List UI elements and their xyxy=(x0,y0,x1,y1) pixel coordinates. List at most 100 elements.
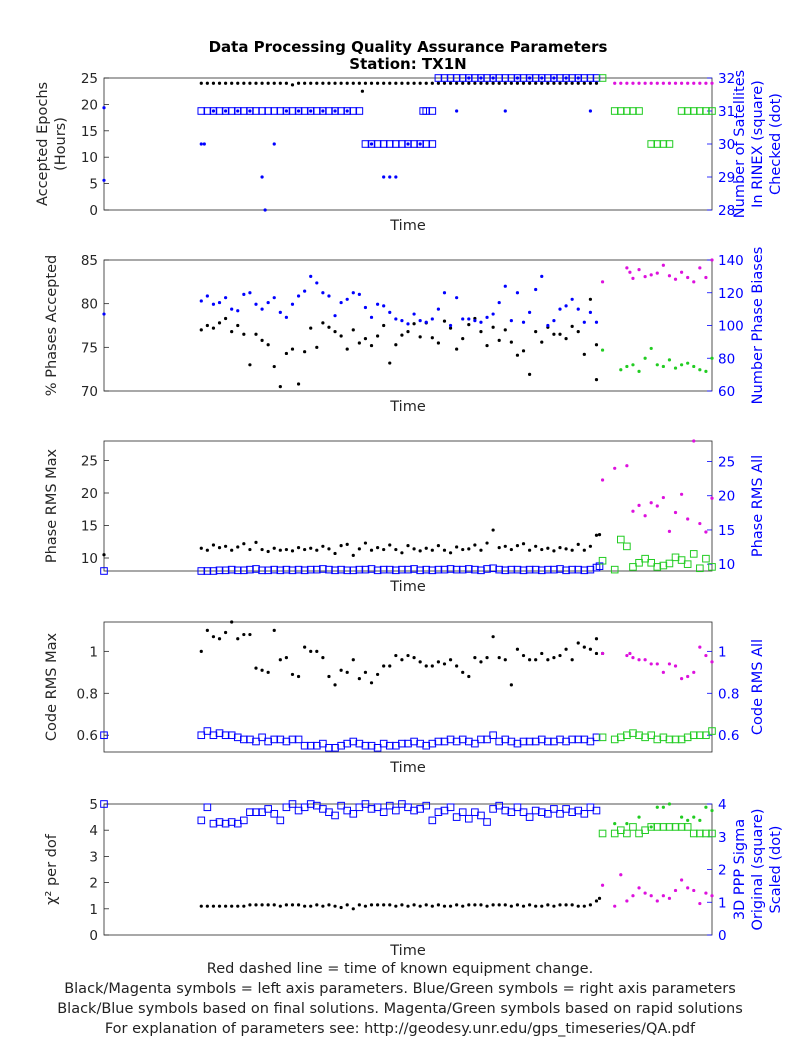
data-point-blue-square xyxy=(452,565,461,574)
data-point-magenta xyxy=(643,891,647,895)
data-point-magenta xyxy=(704,530,708,534)
left-tick-label: 75 xyxy=(81,340,98,356)
data-point-blue-square xyxy=(306,107,315,115)
data-point-black xyxy=(473,656,477,660)
data-point-blue-square xyxy=(325,107,333,115)
data-point-black xyxy=(309,546,313,550)
data-point-green-square xyxy=(677,107,686,115)
data-point-green-square xyxy=(677,556,686,564)
data-point-blue-square xyxy=(319,107,327,115)
data-point-black xyxy=(224,316,228,321)
data-point-black xyxy=(327,81,331,85)
data-point-blue xyxy=(576,76,580,80)
data-point-blue-square xyxy=(100,800,108,808)
data-point-blue xyxy=(254,302,258,306)
data-point-black xyxy=(418,904,422,908)
data-point-black xyxy=(400,551,404,555)
data-point-black xyxy=(296,546,301,550)
data-point-magenta xyxy=(619,873,623,877)
data-point-blue-square xyxy=(537,566,546,575)
left-tick-label: 15 xyxy=(81,124,98,140)
data-point-blue-square xyxy=(306,800,315,808)
data-point-magenta xyxy=(637,81,641,85)
panel-3: 10 15 20 25 10 15 20 25 Time Phase RMS Max Phase R… xyxy=(44,439,766,595)
data-point-green-square xyxy=(671,735,680,744)
data-point-green-square xyxy=(629,563,637,571)
data-point-black xyxy=(521,904,526,908)
data-point-black xyxy=(594,81,599,85)
data-point-black xyxy=(582,81,586,85)
data-point-black xyxy=(376,81,380,85)
data-point-blue xyxy=(479,76,483,80)
data-point-green-square xyxy=(623,829,631,838)
data-point-black xyxy=(382,323,386,328)
data-point-blue xyxy=(418,318,422,323)
data-point-blue-square xyxy=(373,744,382,752)
data-point-black xyxy=(260,81,264,85)
right-tick-label: 29 xyxy=(718,170,735,186)
data-point-black xyxy=(284,656,288,660)
data-point-magenta xyxy=(692,81,696,85)
data-point-blue-square xyxy=(306,565,315,574)
data-point-green xyxy=(619,368,623,372)
data-point-blue xyxy=(424,320,428,324)
data-point-black xyxy=(594,343,599,347)
data-point-blue-square xyxy=(264,805,272,813)
data-point-black xyxy=(509,81,513,85)
data-point-black xyxy=(351,553,355,558)
data-point-green-square xyxy=(623,731,631,740)
data-point-magenta xyxy=(655,81,659,85)
data-point-magenta xyxy=(600,280,605,284)
data-point-black xyxy=(290,347,295,351)
data-point-black xyxy=(303,904,307,908)
data-point-magenta xyxy=(661,495,665,500)
data-point-blue-square xyxy=(331,566,339,575)
data-point-black xyxy=(424,903,428,907)
plot-frame xyxy=(103,621,713,753)
data-point-blue xyxy=(430,317,434,321)
data-point-magenta xyxy=(667,81,672,85)
data-point-blue-square xyxy=(458,808,467,816)
data-point-black xyxy=(321,656,325,660)
data-point-black xyxy=(224,904,228,908)
data-point-black xyxy=(351,328,355,332)
data-point-black xyxy=(521,542,526,546)
data-point-blue xyxy=(388,310,392,314)
data-point-blue-square xyxy=(525,565,534,574)
marks xyxy=(100,800,716,911)
data-point-blue-square xyxy=(294,107,303,115)
data-point-black xyxy=(400,333,404,337)
data-point-green xyxy=(686,361,690,365)
data-point-black xyxy=(540,547,544,552)
data-point-blue-square xyxy=(264,107,272,115)
data-point-blue-square xyxy=(252,737,260,746)
data-point-blue-square xyxy=(556,735,564,744)
data-point-black xyxy=(284,351,288,356)
data-point-black xyxy=(558,903,562,907)
data-point-black xyxy=(491,325,495,329)
data-point-black xyxy=(333,904,337,908)
data-point-black xyxy=(406,81,410,85)
data-point-magenta xyxy=(631,656,635,660)
data-point-black xyxy=(236,545,240,549)
data-point-blue-square xyxy=(489,564,497,573)
data-point-blue-square xyxy=(483,74,491,82)
data-point-blue-square xyxy=(592,74,601,82)
data-point-green-square xyxy=(659,561,668,570)
data-point-black xyxy=(224,81,228,85)
data-point-magenta xyxy=(643,658,647,662)
data-point-black xyxy=(564,903,568,907)
data-point-black xyxy=(315,81,319,85)
left-tick-label: 70 xyxy=(81,384,98,400)
data-point-black xyxy=(376,334,380,338)
data-point-blue-square xyxy=(507,74,516,82)
data-point-black xyxy=(442,548,447,552)
data-point-black xyxy=(357,81,361,85)
left-tick-label: 1 xyxy=(89,644,98,660)
left-tick-label: 0 xyxy=(89,203,98,219)
data-point-blue-square xyxy=(367,565,376,573)
data-point-black xyxy=(491,81,495,85)
data-point-black xyxy=(479,903,483,907)
data-point-blue-square xyxy=(440,737,449,746)
data-point-blue xyxy=(321,109,325,113)
